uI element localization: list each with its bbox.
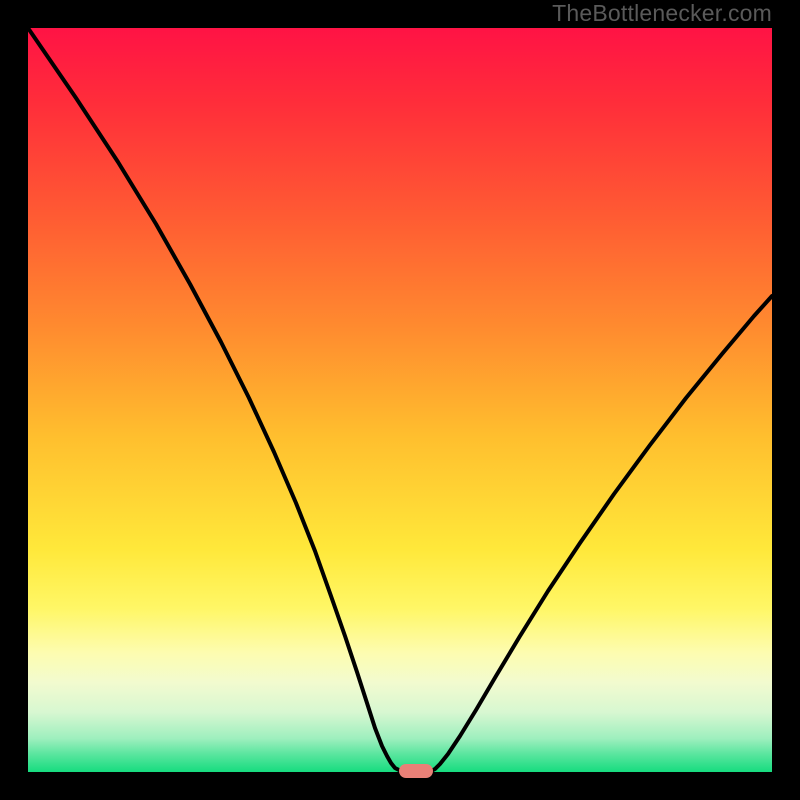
- watermark-text: TheBottlenecker.com: [552, 0, 772, 27]
- chart-plot-area: [28, 28, 772, 772]
- bottleneck-curve: [28, 28, 772, 772]
- optimal-point-marker: [399, 764, 433, 778]
